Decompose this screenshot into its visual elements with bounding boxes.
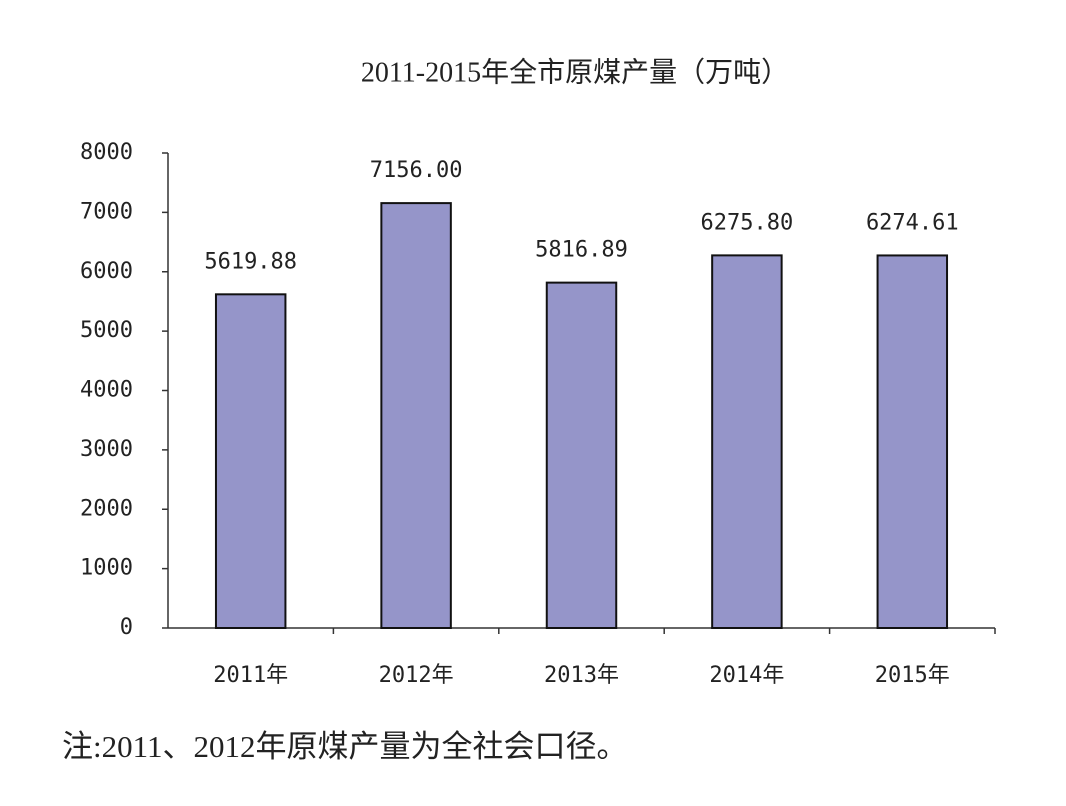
- value-label: 6274.61: [866, 210, 959, 235]
- x-tick-label: 2013年: [544, 663, 619, 688]
- value-label: 6275.80: [701, 210, 794, 235]
- bar: [876, 254, 949, 629]
- y-tick-label: 8000: [80, 140, 133, 165]
- y-tick-label: 2000: [80, 496, 133, 521]
- value-label: 5816.89: [535, 238, 628, 263]
- chart-title: 2011-2015年全市原煤产量（万吨）: [361, 56, 789, 88]
- chart-note: 注:2011、2012年原煤产量为全社会口径。: [62, 729, 627, 764]
- value-label: 5619.88: [204, 249, 297, 274]
- value-label: 7156.00: [370, 158, 463, 183]
- y-tick-label: 3000: [80, 437, 133, 462]
- x-tick-label: 2012年: [379, 663, 454, 688]
- x-tick-label: 2015年: [875, 663, 950, 688]
- bar: [545, 281, 618, 629]
- y-tick-label: 5000: [80, 318, 133, 343]
- y-tick-label: 6000: [80, 259, 133, 284]
- y-tick-label: 1000: [80, 556, 133, 581]
- y-tick-label: 4000: [80, 378, 133, 403]
- y-tick-label: 7000: [80, 199, 133, 224]
- x-tick-label: 2011年: [213, 663, 288, 688]
- x-tick-label: 2014年: [709, 663, 784, 688]
- bar: [380, 202, 452, 630]
- y-tick-label: 0: [120, 615, 133, 640]
- bar: [711, 254, 783, 629]
- bar: [214, 293, 287, 629]
